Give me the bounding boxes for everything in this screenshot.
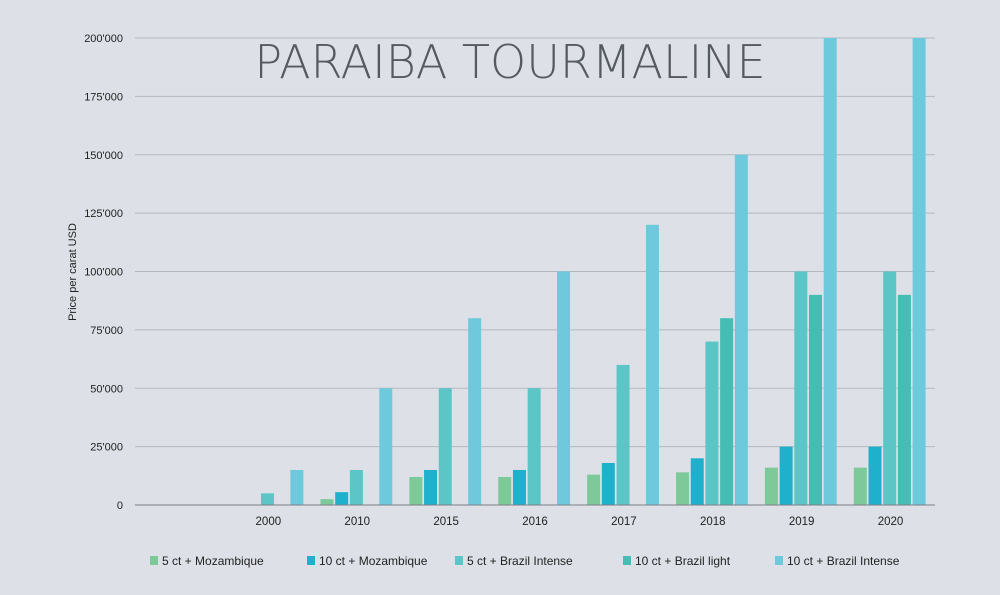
y-tick-label: 200'000 xyxy=(84,33,123,45)
y-tick-label: 0 xyxy=(117,500,123,512)
bar xyxy=(897,294,911,505)
x-tick-label: 2016 xyxy=(522,516,548,528)
bar xyxy=(690,458,704,505)
bar xyxy=(616,364,630,505)
bar xyxy=(424,469,438,505)
bar xyxy=(853,467,867,505)
bar xyxy=(409,476,423,505)
x-tick-label: 2019 xyxy=(789,516,815,528)
bar xyxy=(290,469,304,505)
chart-title: PARAIBA TOURMALINE xyxy=(254,35,765,89)
legend-label: 10 ct + Mozambique xyxy=(319,554,428,568)
y-tick-label: 125'000 xyxy=(84,208,123,220)
bar xyxy=(527,388,541,505)
bar xyxy=(823,38,837,505)
legend-label: 5 ct + Mozambique xyxy=(162,554,264,568)
legend-swatch xyxy=(150,556,158,565)
legend-label: 5 ct + Brazil Intense xyxy=(467,554,573,568)
legend-swatch xyxy=(307,556,315,565)
bar xyxy=(498,476,512,505)
bar xyxy=(645,224,659,506)
bar xyxy=(912,38,926,505)
bar xyxy=(734,154,748,505)
bar xyxy=(676,472,690,505)
x-tick-label: 2020 xyxy=(878,516,904,528)
bar xyxy=(794,271,808,505)
legend-swatch xyxy=(455,556,463,565)
bar xyxy=(809,294,823,505)
x-tick-label: 2010 xyxy=(344,516,370,528)
y-axis-label: Price per carat USD xyxy=(67,223,79,321)
legend: 5 ct + Mozambique 10 ct + Mozambique 5 ct … xyxy=(150,554,900,568)
bar xyxy=(512,469,526,505)
y-tick-label: 100'000 xyxy=(84,267,123,279)
y-tick-label: 50'000 xyxy=(90,383,123,395)
y-axis-ticks: 0 25'000 50'000 75'000 100'000 125'000 150'000… xyxy=(84,33,123,512)
bar xyxy=(335,492,349,505)
x-tick-label: 2015 xyxy=(433,516,459,528)
bar xyxy=(705,341,719,505)
bar xyxy=(779,446,793,505)
legend-swatch xyxy=(623,556,631,565)
legend-label: 10 ct + Brazil Intense xyxy=(787,554,900,568)
bar xyxy=(601,462,615,505)
y-tick-label: 175'000 xyxy=(84,91,123,103)
legend-label: 10 ct + Brazil light xyxy=(635,554,731,568)
bar xyxy=(587,474,601,505)
grid xyxy=(135,37,935,448)
x-tick-label: 2017 xyxy=(611,516,637,528)
bar xyxy=(868,446,882,505)
bar xyxy=(883,271,897,505)
bar xyxy=(720,318,734,505)
y-tick-label: 75'000 xyxy=(90,325,123,337)
x-axis-ticks: 2000 2010 2015 2016 2017 2018 2019 2020 xyxy=(256,516,904,528)
bar xyxy=(438,388,452,505)
bar xyxy=(260,493,274,505)
bar xyxy=(764,467,778,505)
y-tick-label: 150'000 xyxy=(84,150,123,162)
bar xyxy=(349,469,363,505)
x-tick-label: 2000 xyxy=(256,516,282,528)
legend-swatch xyxy=(775,556,783,565)
x-tick-label: 2018 xyxy=(700,516,726,528)
bar xyxy=(320,499,334,505)
bar xyxy=(379,388,393,505)
bars xyxy=(260,38,926,506)
y-tick-label: 25'000 xyxy=(90,442,123,454)
bar xyxy=(468,318,482,505)
bar xyxy=(557,271,571,505)
